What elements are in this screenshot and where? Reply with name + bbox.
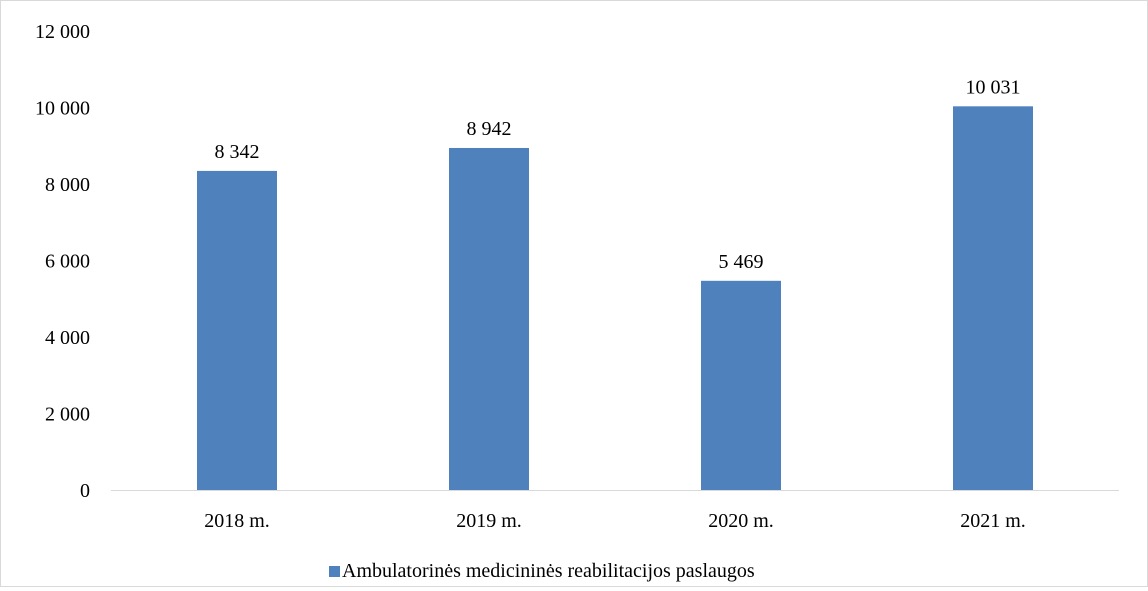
- y-tick-label: 12 000: [35, 21, 90, 43]
- bar: [953, 106, 1033, 491]
- x-tick-label: 2018 m.: [204, 510, 270, 532]
- bar: [701, 280, 781, 490]
- y-tick-label: 10 000: [35, 98, 90, 120]
- data-label: 10 031: [966, 76, 1021, 98]
- legend-label: Ambulatorinės medicininės reabilitacijos…: [342, 560, 755, 582]
- bar: [197, 170, 277, 490]
- y-tick-label: 0: [80, 480, 90, 502]
- y-tick-label: 8 000: [45, 174, 90, 196]
- x-tick-label: 2021 m.: [960, 510, 1026, 532]
- y-tick-label: 4 000: [45, 327, 90, 349]
- y-tick-label: 2 000: [45, 404, 90, 426]
- y-tick-label: 6 000: [45, 251, 90, 273]
- legend-swatch: [329, 566, 340, 577]
- x-tick-label: 2020 m.: [708, 510, 774, 532]
- data-label: 8 942: [467, 118, 512, 140]
- x-tick-label: 2019 m.: [456, 510, 522, 532]
- data-label: 8 342: [215, 141, 260, 163]
- bar: [449, 147, 529, 490]
- data-label: 5 469: [719, 251, 764, 273]
